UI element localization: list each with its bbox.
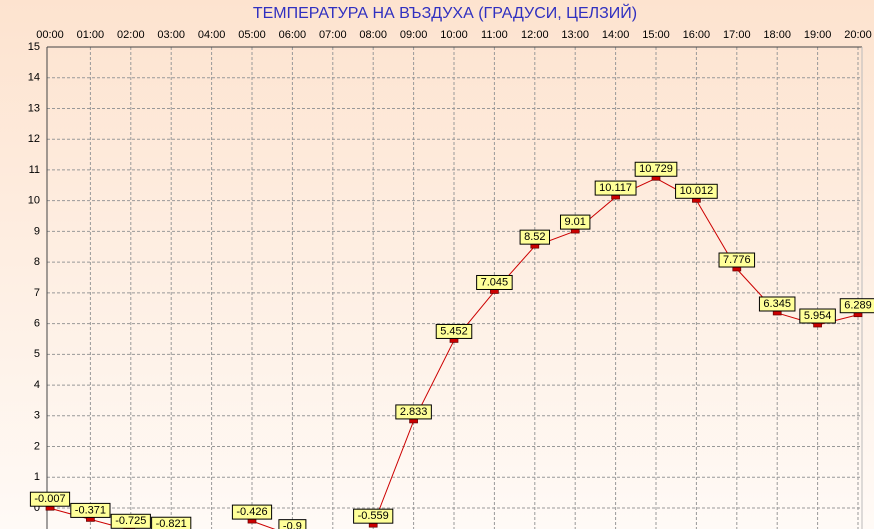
data-label: -0.426	[236, 506, 267, 518]
data-label: -0.9	[283, 521, 302, 529]
data-label: -0.371	[75, 504, 106, 516]
x-tick-label: 05:00	[238, 29, 266, 41]
data-label: 7.045	[481, 276, 509, 288]
data-label-box	[559, 214, 591, 230]
y-tick-label: 4	[34, 379, 40, 391]
data-label-box	[758, 296, 796, 312]
data-label-box	[151, 516, 192, 529]
x-tick-label: 03:00	[157, 29, 185, 41]
data-label-box	[634, 161, 678, 177]
data-label: 6.345	[763, 298, 791, 310]
x-tick-label: 14:00	[602, 29, 630, 41]
data-label: -0.559	[358, 510, 389, 522]
y-tick-label: 8	[34, 256, 40, 268]
x-tick-label: 15:00	[642, 29, 670, 41]
data-label-box	[594, 180, 637, 196]
y-tick-label: 3	[34, 410, 40, 422]
data-label-box	[231, 504, 273, 520]
y-tick-label: 1	[34, 471, 40, 483]
chart-title: ТЕМПЕРАТУРА НА ВЪЗДУХА (ГРАДУСИ, ЦЕЛЗИЙ)	[253, 3, 637, 22]
data-label: 6.289	[844, 300, 872, 312]
x-tick-label: 17:00	[723, 29, 751, 41]
data-label: 5.452	[440, 325, 468, 337]
x-tick-label: 11:00	[481, 29, 508, 41]
data-label-box	[353, 508, 394, 524]
x-tick-label: 04:00	[198, 29, 226, 41]
y-tick-label: 14	[28, 72, 40, 84]
x-tick-label: 00:00	[36, 29, 64, 41]
data-label: 7.776	[723, 254, 751, 266]
data-label-box	[839, 298, 874, 314]
y-tick-label: 6	[34, 318, 40, 330]
x-tick-label: 18:00	[763, 29, 791, 41]
data-label-box	[29, 491, 71, 507]
data-label-box	[278, 519, 307, 529]
y-tick-label: 11	[29, 164, 40, 176]
y-tick-label: 5	[34, 348, 40, 360]
x-tick-label: 13:00	[561, 29, 589, 41]
data-label: -0.821	[156, 518, 187, 529]
data-label: 10.729	[639, 163, 673, 175]
x-tick-label: 08:00	[359, 29, 387, 41]
x-tick-label: 02:00	[117, 29, 145, 41]
data-label: -0.007	[34, 493, 65, 505]
data-label-box	[519, 229, 551, 245]
y-tick-label: 0	[34, 502, 40, 514]
y-tick-label: 15	[28, 41, 40, 53]
x-tick-label: 07:00	[319, 29, 347, 41]
x-tick-label: 06:00	[279, 29, 307, 41]
y-tick-label: 10	[28, 195, 40, 207]
data-label: 10.117	[599, 182, 632, 194]
x-tick-label: 10:00	[440, 29, 468, 41]
data-label-box	[476, 274, 513, 290]
data-label: 2.833	[400, 406, 428, 418]
y-tick-label: 13	[28, 102, 40, 114]
data-label-box	[435, 323, 473, 339]
y-tick-label: 2	[34, 440, 40, 452]
data-label-box	[718, 252, 756, 268]
data-label: 8.52	[524, 231, 545, 243]
x-tick-label: 20:00	[844, 29, 872, 41]
data-label-box	[395, 404, 432, 420]
data-label-box	[675, 183, 718, 199]
x-tick-label: 19:00	[804, 29, 832, 41]
data-label-box	[70, 502, 111, 518]
data-label: 9.01	[564, 216, 585, 228]
data-label-box	[110, 513, 151, 529]
y-tick-label: 9	[34, 225, 40, 237]
data-label: 5.954	[804, 310, 832, 322]
y-tick-label: 12	[28, 133, 40, 145]
y-tick-label: 7	[34, 287, 40, 299]
data-label: -0.725	[115, 515, 146, 527]
data-label: 10.012	[680, 185, 714, 197]
x-tick-label: 01:00	[77, 29, 105, 41]
data-label-box	[799, 308, 836, 324]
x-tick-label: 12:00	[521, 29, 549, 41]
x-tick-label: 16:00	[683, 29, 711, 41]
x-tick-label: 09:00	[400, 29, 428, 41]
